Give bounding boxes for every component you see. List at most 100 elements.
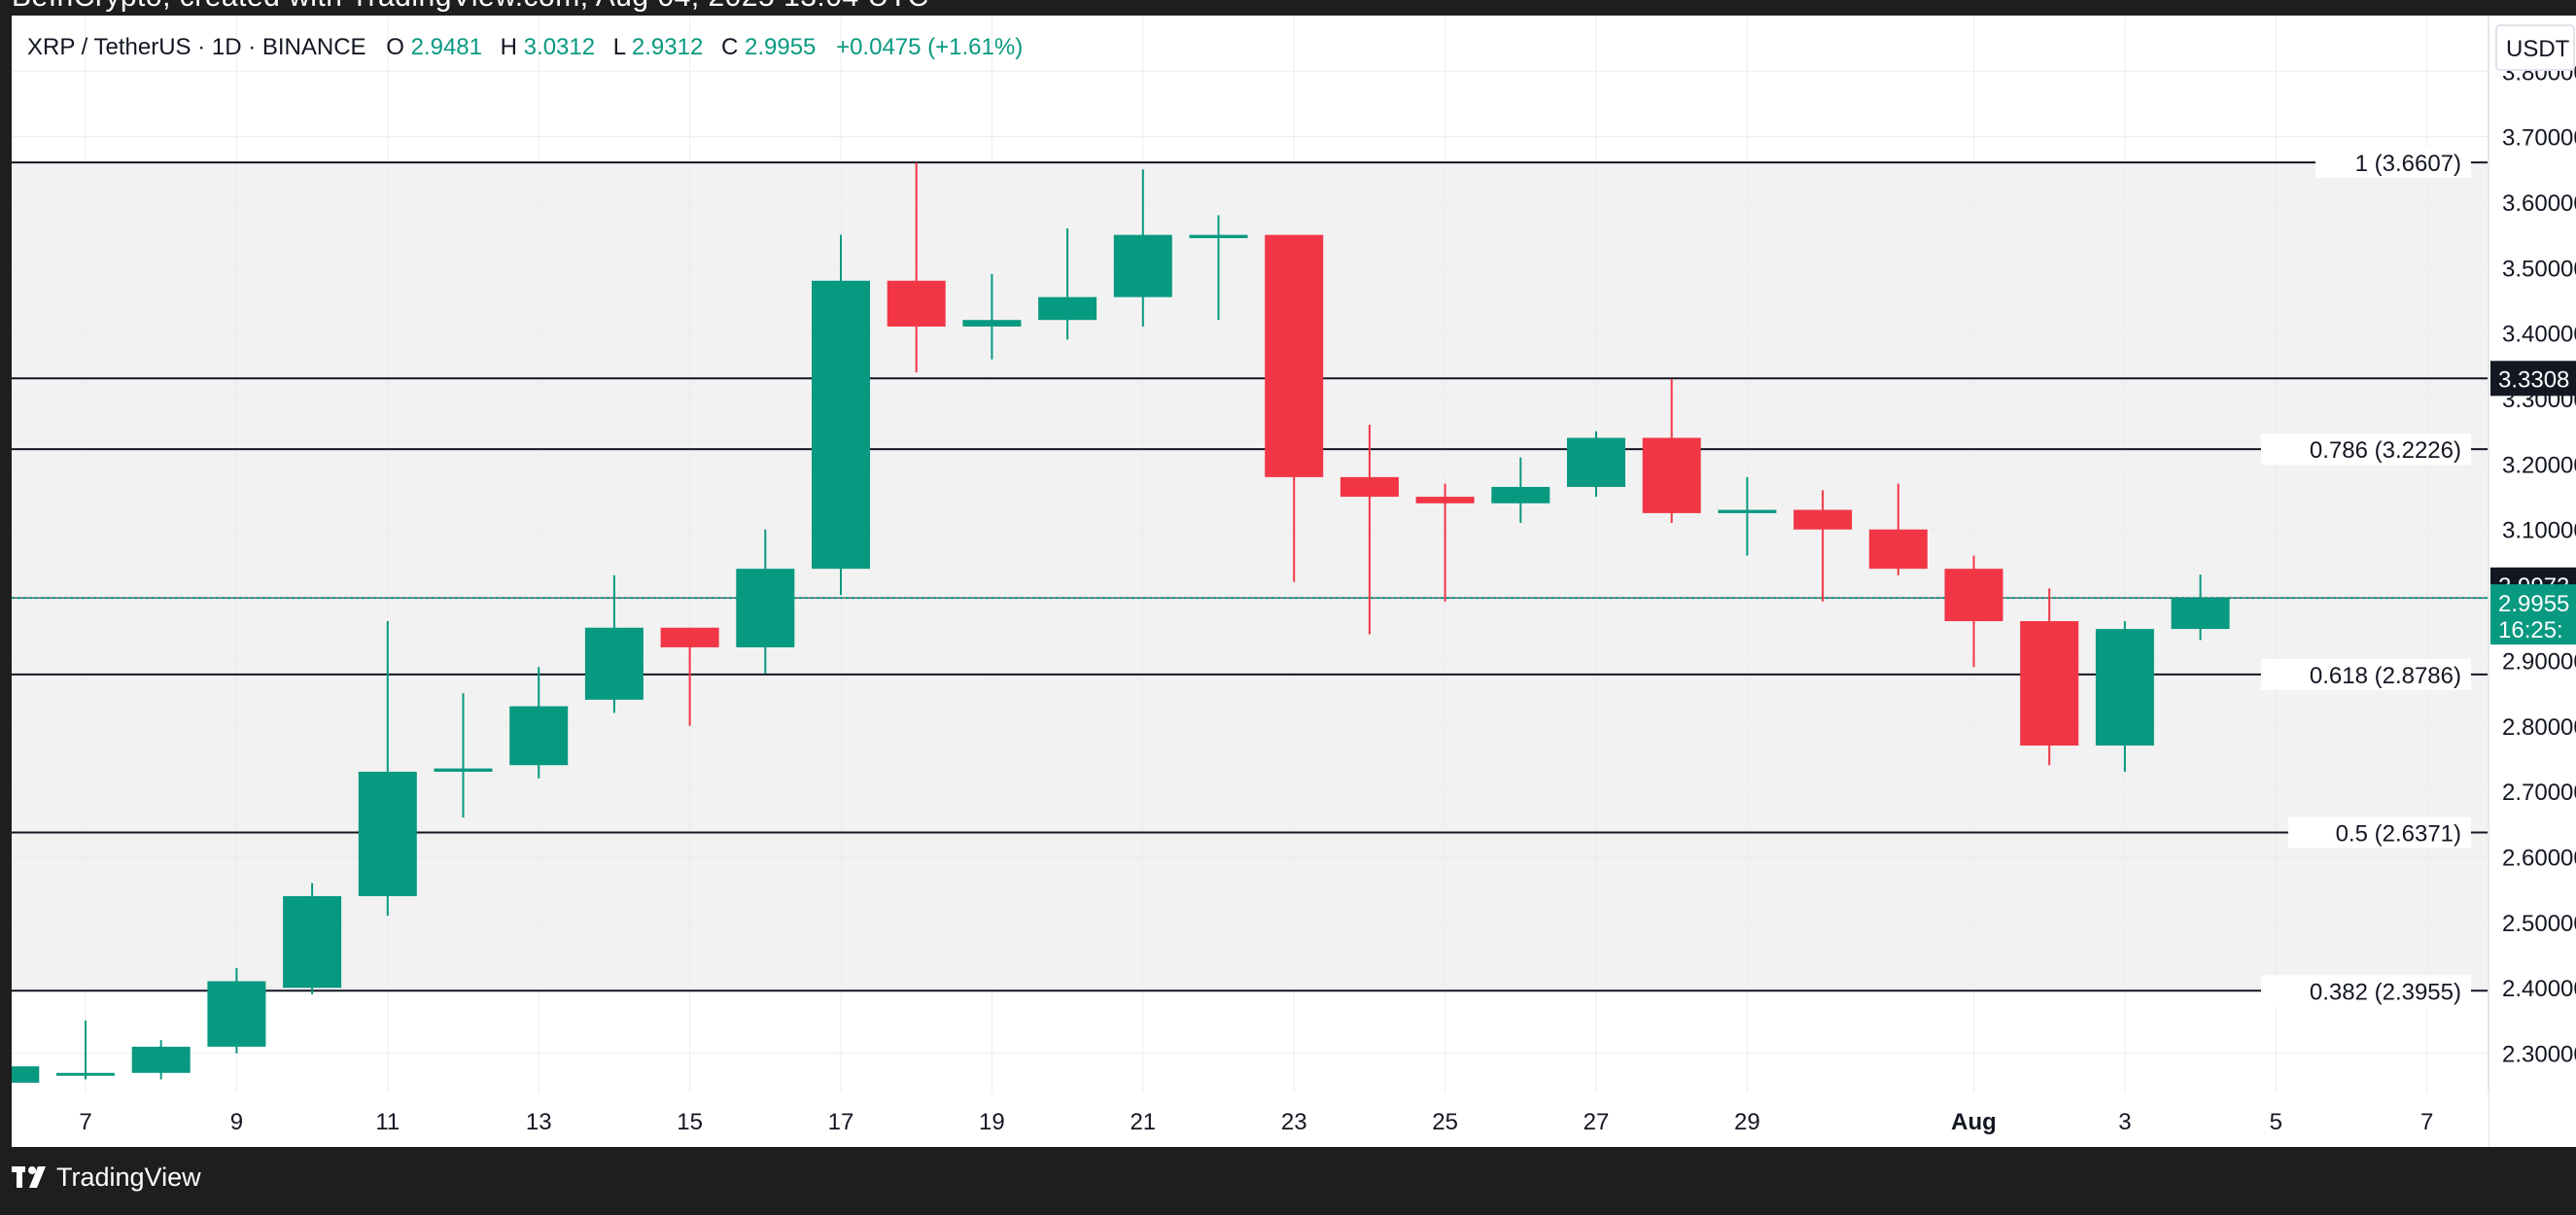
ohlc-legend: XRP / TetherUS · 1D · BINANCE O 2.9481 H… bbox=[27, 34, 1023, 60]
candle[interactable] bbox=[283, 883, 342, 994]
candlestick-chart[interactable]: 1 (3.6607) 0.786 (3.2226) 0.618 (2.8786) 0.… bbox=[12, 16, 2576, 1147]
candle[interactable] bbox=[962, 274, 1022, 360]
candle[interactable] bbox=[131, 1040, 191, 1080]
candle-body bbox=[1340, 476, 1399, 498]
fib-level-label: 0.786 (3.2226) bbox=[2310, 437, 2461, 464]
candle-body bbox=[2020, 621, 2079, 746]
fib-level-label: 1 (3.6607) bbox=[2355, 151, 2461, 177]
candle[interactable] bbox=[434, 693, 493, 818]
y-tick-label: 2.70000 bbox=[2502, 780, 2576, 806]
tradingview-logo-icon bbox=[12, 1166, 46, 1188]
candle[interactable] bbox=[2171, 574, 2230, 641]
symbol-label: XRP / TetherUS · 1D · BINANCE bbox=[27, 34, 366, 60]
candle[interactable] bbox=[1793, 490, 1853, 602]
change-value: +0.0475 (+1.61%) bbox=[836, 34, 1023, 60]
x-tick-label: 19 bbox=[979, 1109, 1005, 1135]
currency-button[interactable]: USDT bbox=[2495, 24, 2575, 71]
open-label: O bbox=[386, 34, 404, 60]
high-value: 3.0312 bbox=[524, 34, 595, 60]
y-tick-label: 2.50000 bbox=[2502, 911, 2576, 937]
candle[interactable] bbox=[358, 621, 417, 917]
candle-body bbox=[1491, 486, 1550, 503]
x-tick-label: 9 bbox=[230, 1109, 243, 1135]
x-tick-label: 7 bbox=[2420, 1109, 2433, 1135]
x-tick-label: 5 bbox=[2270, 1109, 2282, 1135]
candle[interactable] bbox=[887, 162, 946, 373]
current-price-tag-background bbox=[2490, 584, 2576, 645]
candle[interactable] bbox=[812, 234, 870, 596]
candle-body bbox=[584, 627, 644, 700]
candle[interactable] bbox=[1415, 483, 1475, 602]
x-tick-label: 13 bbox=[526, 1109, 552, 1135]
fib-label-background bbox=[2288, 816, 2471, 849]
candle[interactable] bbox=[1189, 215, 1248, 321]
candle[interactable] bbox=[2095, 621, 2154, 772]
candle[interactable] bbox=[1113, 169, 1172, 327]
y-tick-label: 2.90000 bbox=[2502, 648, 2576, 675]
candle-body bbox=[1038, 296, 1097, 321]
y-tick-label: 3.60000 bbox=[2502, 191, 2576, 217]
x-tick-label: 15 bbox=[677, 1109, 703, 1135]
x-tick-label: 27 bbox=[1584, 1109, 1610, 1135]
candle-body bbox=[131, 1046, 191, 1073]
candle[interactable] bbox=[56, 1020, 115, 1080]
x-tick-label: 3 bbox=[2118, 1109, 2131, 1135]
candle[interactable] bbox=[1038, 227, 1097, 340]
candle[interactable] bbox=[1340, 424, 1399, 635]
y-tick-label: 2.30000 bbox=[2502, 1042, 2576, 1068]
low-value: 2.9312 bbox=[632, 34, 703, 60]
candle-body bbox=[12, 1066, 40, 1083]
candle-body bbox=[736, 569, 795, 647]
chart-panel[interactable]: 1 (3.6607) 0.786 (3.2226) 0.618 (2.8786) 0.… bbox=[12, 16, 2576, 1147]
candle[interactable] bbox=[2020, 588, 2079, 766]
tradingview-brand: TradingView bbox=[56, 1163, 201, 1192]
candle-body bbox=[812, 280, 870, 570]
high-label: H bbox=[501, 34, 517, 60]
x-tick-label: 7 bbox=[79, 1109, 91, 1135]
fib-label-background bbox=[2261, 975, 2471, 1007]
resistance-price-tag-background bbox=[2490, 361, 2576, 397]
candle-body bbox=[1113, 234, 1172, 297]
candle-body bbox=[660, 627, 719, 647]
currency-label: USDT bbox=[2506, 36, 2570, 62]
x-tick-label: 21 bbox=[1130, 1109, 1156, 1135]
candle[interactable] bbox=[736, 529, 795, 674]
candle[interactable] bbox=[1868, 483, 1928, 575]
candle-body bbox=[1868, 529, 1928, 570]
candle[interactable] bbox=[1567, 431, 1625, 498]
y-tick-label: 3.50000 bbox=[2502, 256, 2576, 282]
candle-body bbox=[1642, 437, 1701, 513]
candle[interactable] bbox=[1718, 476, 1777, 556]
y-tick-label: 3.70000 bbox=[2502, 125, 2576, 152]
chart-caption-bar: BeInCrypto, created with TradingView.com… bbox=[0, 0, 2576, 16]
candle-body bbox=[1415, 497, 1475, 503]
candle[interactable] bbox=[1265, 234, 1324, 582]
candle[interactable] bbox=[1491, 457, 1550, 524]
candle-body bbox=[1793, 509, 1853, 530]
footer-bar: TradingView bbox=[0, 1147, 2576, 1215]
candle[interactable] bbox=[660, 627, 719, 726]
svg-text:XRP / TetherUS · 1D · BINANCE: XRP / TetherUS · 1D · BINANCE O 2.9481 H… bbox=[27, 34, 1023, 60]
y-tick-label: 3.10000 bbox=[2502, 518, 2576, 544]
x-tick-label: Aug bbox=[1951, 1109, 1997, 1135]
fib-label-background bbox=[2261, 658, 2471, 690]
candle[interactable] bbox=[1642, 378, 1701, 524]
candle-body bbox=[207, 981, 266, 1047]
candle[interactable] bbox=[509, 667, 569, 779]
candle-body bbox=[887, 280, 946, 327]
candle[interactable] bbox=[584, 574, 644, 713]
candle-body bbox=[1718, 509, 1777, 513]
y-tick-label: 2.40000 bbox=[2502, 976, 2576, 1002]
candle[interactable] bbox=[12, 1063, 40, 1090]
candle[interactable] bbox=[1944, 555, 2003, 668]
x-tick-label: 17 bbox=[828, 1109, 854, 1135]
fib-zone bbox=[12, 162, 2489, 991]
candle-body bbox=[2171, 598, 2230, 630]
y-tick-label: 2.80000 bbox=[2502, 714, 2576, 741]
candle-countdown: 16:25: bbox=[2498, 617, 2563, 643]
candle-body bbox=[509, 706, 569, 766]
fib-label-background bbox=[2315, 147, 2471, 179]
candle[interactable] bbox=[207, 968, 266, 1054]
current-price-tag: 2.9955 bbox=[2498, 591, 2569, 617]
y-tick-label: 2.60000 bbox=[2502, 846, 2576, 872]
